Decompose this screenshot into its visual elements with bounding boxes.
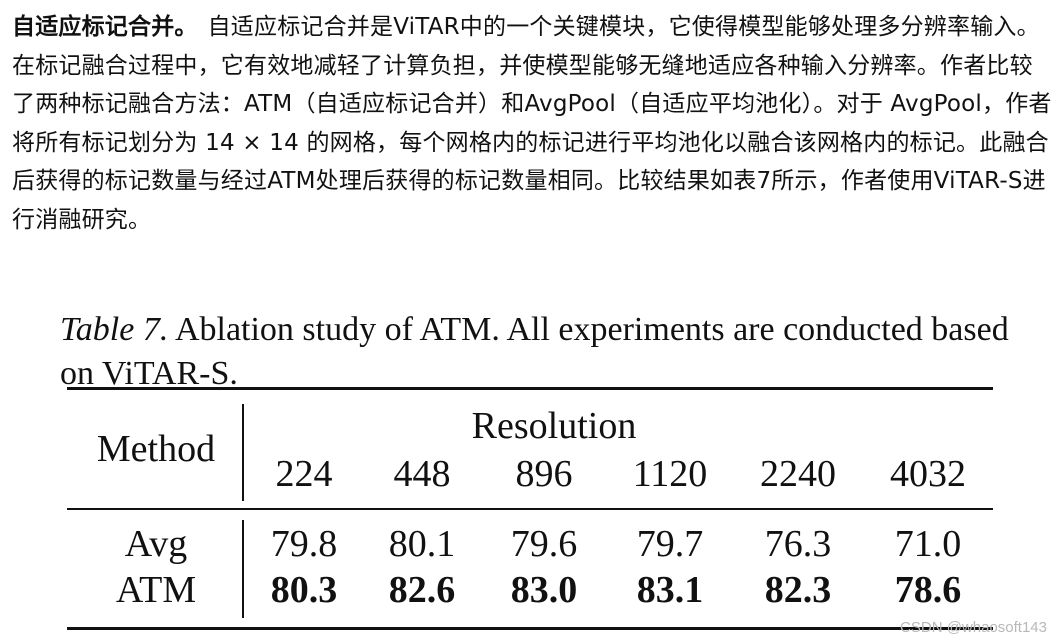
atm-896-cell: 83.0 xyxy=(510,569,578,611)
row-label-avg: Avg xyxy=(124,523,188,565)
col-header-2240: 2240 xyxy=(760,453,836,495)
intro-paragraph: 自适应标记合并。 自适应标记合并是ViTAR中的一个关键模块，它使得模型能够处理多… xyxy=(12,8,1052,239)
paragraph-lead: 自适应标记合并。 xyxy=(12,14,198,40)
atm-224-cell: 80.3 xyxy=(270,569,338,611)
avg-448-cell: 80.1 xyxy=(388,523,456,565)
table-caption-text: Ablation study of ATM. All experiments a… xyxy=(60,311,1009,392)
avg-2240-cell: 76.3 xyxy=(764,523,832,565)
atm-4032-cell: 78.6 xyxy=(894,569,962,611)
method-header: Method xyxy=(96,428,216,470)
row-label-atm: ATM xyxy=(115,569,197,611)
col-header-896: 896 xyxy=(515,453,573,495)
table-bottom-rule xyxy=(67,627,993,630)
avg-224-cell: 79.8 xyxy=(270,523,338,565)
avg-4032-cell: 71.0 xyxy=(894,523,962,565)
table-caption: Table 7. Ablation study of ATM. All expe… xyxy=(60,308,1040,396)
atm-1120-cell: 83.1 xyxy=(636,569,704,611)
table-mid-rule xyxy=(67,508,993,510)
paragraph-body: 自适应标记合并是ViTAR中的一个关键模块，它使得模型能够处理多分辨率输入。在标… xyxy=(12,14,1052,233)
table-caption-label: Table 7. xyxy=(60,311,169,348)
resolution-header: Resolution xyxy=(471,405,637,447)
col-header-448: 448 xyxy=(393,453,451,495)
avg-896-cell: 79.6 xyxy=(510,523,578,565)
avg-1120-cell: 79.7 xyxy=(636,523,704,565)
col-header-224: 224 xyxy=(275,453,333,495)
atm-448-cell: 82.6 xyxy=(388,569,456,611)
col-header-1120: 1120 xyxy=(632,453,708,495)
table-body-divider xyxy=(242,520,244,618)
col-header-4032: 4032 xyxy=(890,453,966,495)
atm-2240-cell: 82.3 xyxy=(764,569,832,611)
csdn-watermark: CSDN @whaosoft143 xyxy=(900,619,1047,636)
table-top-rule xyxy=(67,387,993,390)
table-header-divider xyxy=(242,404,244,501)
